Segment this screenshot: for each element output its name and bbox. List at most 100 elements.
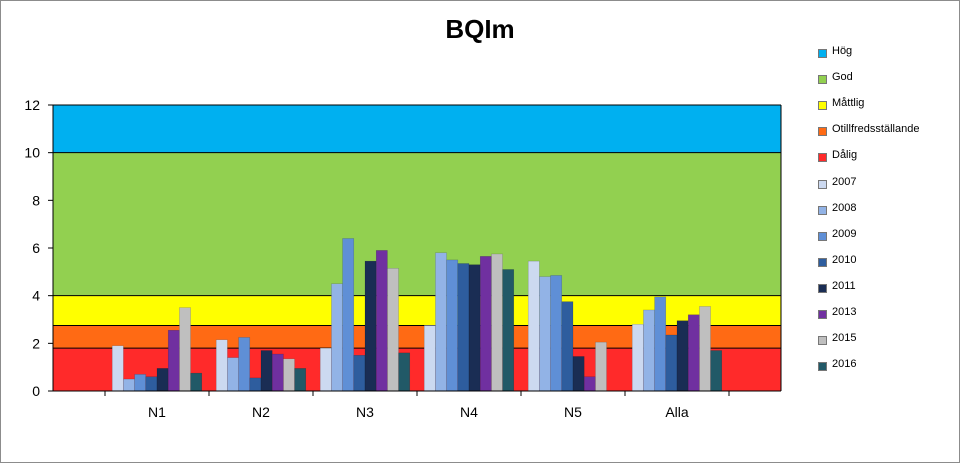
- bar-2016-N2: [294, 368, 307, 392]
- bar-2010-N1: [145, 376, 158, 392]
- bar-2007-N2: [215, 339, 228, 392]
- legend-label: Otillfredsställande: [832, 123, 920, 136]
- bar-2007-Alla: [631, 324, 644, 392]
- bar-2015-N1: [179, 307, 191, 392]
- x-tick-label-N1: N1: [148, 404, 166, 420]
- bar-2008-N1: [123, 378, 135, 392]
- legend-label: God: [832, 71, 853, 84]
- bar-2010-N4: [457, 263, 470, 392]
- legend-item-2013: 2013: [818, 305, 958, 325]
- legend-label: Måttlig: [832, 97, 865, 110]
- bar-2015-Alla: [699, 306, 711, 392]
- bar-2015-N5: [595, 341, 607, 392]
- legend-swatch: [818, 153, 827, 163]
- bar-2015-N3: [387, 268, 399, 392]
- bar-2015-N4: [491, 253, 503, 392]
- y-tick-label-2: 2: [32, 335, 40, 351]
- y-tick-label-8: 8: [32, 192, 40, 208]
- bar-2013-Alla: [687, 314, 700, 392]
- bar-2009-N4: [446, 259, 459, 392]
- x-tick-label-N3: N3: [356, 404, 374, 420]
- chart-title: BQIm: [445, 14, 515, 44]
- legend-item-2016: 2016: [818, 357, 958, 377]
- bar-2013-N4: [479, 256, 492, 392]
- legend-item-2015: 2015: [818, 331, 958, 351]
- legend-label: 2011: [832, 279, 856, 292]
- bar-2007-N1: [111, 345, 124, 392]
- bar-2011-N3: [364, 260, 377, 392]
- legend-swatch: [818, 257, 827, 267]
- legend-swatch: [818, 127, 827, 137]
- legend-item-2010: 2010: [818, 253, 958, 273]
- legend-item-2011: 2011: [818, 279, 958, 299]
- legend-label: 2016: [832, 358, 857, 371]
- legend-item-Otillfredsställande: Otillfredsställande: [818, 122, 958, 142]
- bar-2010-Alla: [665, 334, 678, 392]
- legend-label: 2013: [832, 306, 857, 318]
- legend-label: 2009: [832, 227, 857, 240]
- bar-2016-N3: [398, 352, 411, 392]
- y-tick-label-6: 6: [32, 240, 40, 256]
- legend-swatch: [818, 49, 827, 58]
- legend-item-2009: 2009: [818, 227, 958, 247]
- legend-label: 2007: [832, 175, 857, 188]
- legend-swatch: [818, 336, 827, 346]
- bar-2011-N2: [260, 350, 273, 392]
- legend-label: 2015: [832, 332, 857, 345]
- bar-2007-N3: [319, 347, 332, 392]
- x-tick-label-Alla: Alla: [665, 404, 689, 420]
- legend-swatch: [818, 205, 827, 215]
- x-tick-label-N5: N5: [564, 404, 582, 420]
- bar-2008-N2: [227, 357, 239, 392]
- bar-2010-N5: [561, 301, 574, 392]
- bar-2016-N4: [502, 269, 515, 392]
- legend-item-2007: 2007: [818, 175, 958, 195]
- bar-2008-N5: [539, 276, 551, 392]
- x-tick-label-N2: N2: [252, 404, 270, 420]
- bar-2011-N4: [468, 264, 481, 392]
- y-tick-label-0: 0: [32, 383, 40, 399]
- bar-2011-Alla: [676, 320, 689, 392]
- bar-2013-N5: [583, 376, 596, 392]
- bar-2009-N2: [238, 337, 251, 392]
- legend-swatch: [818, 283, 827, 293]
- bar-2013-N1: [167, 329, 180, 392]
- bar-2013-N2: [271, 353, 284, 392]
- bar-2009-N5: [550, 275, 563, 392]
- y-tick-label-4: 4: [32, 288, 40, 304]
- bar-2016-Alla: [710, 350, 723, 392]
- legend-swatch: [818, 101, 827, 111]
- legend-swatch: [818, 75, 827, 85]
- bar-2016-N1: [190, 372, 203, 392]
- x-tick-label-N4: N4: [460, 404, 478, 420]
- bar-2009-Alla: [654, 296, 667, 392]
- bar-2008-Alla: [643, 309, 655, 392]
- bar-2010-N3: [353, 355, 366, 392]
- legend-label: 2010: [832, 253, 857, 266]
- legend-label: Hög: [832, 45, 853, 57]
- bar-2008-N3: [331, 283, 343, 392]
- legend-item-Dålig: Dålig: [818, 148, 958, 168]
- bar-2009-N1: [134, 374, 147, 392]
- legend-swatch: [818, 310, 827, 319]
- bar-2015-N2: [283, 358, 295, 392]
- legend-swatch: [818, 179, 827, 189]
- legend-item-2008: 2008: [818, 201, 958, 221]
- bar-2011-N5: [572, 356, 585, 392]
- legend-item-Hög: Hög: [818, 44, 958, 64]
- bar-2011-N1: [156, 368, 169, 392]
- bar-2007-N5: [527, 260, 540, 392]
- bar-2007-N4: [423, 325, 436, 392]
- y-tick-label-12: 12: [24, 97, 40, 113]
- legend-swatch: [818, 362, 827, 372]
- bar-2008-N4: [435, 252, 447, 392]
- legend-item-God: God: [818, 70, 958, 90]
- band-1: [53, 152, 781, 296]
- bar-2010-N2: [249, 377, 262, 392]
- legend-label: 2008: [832, 201, 857, 214]
- y-tick-label-10: 10: [24, 145, 40, 161]
- bar-2013-N3: [375, 250, 388, 392]
- band-2: [53, 295, 781, 326]
- legend-item-Måttlig: Måttlig: [818, 96, 958, 116]
